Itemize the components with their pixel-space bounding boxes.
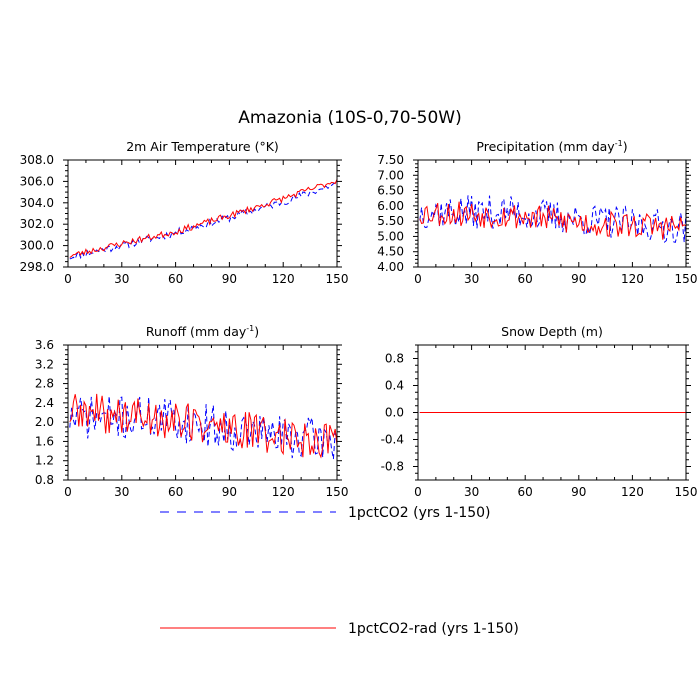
figure-title: Amazonia (10S-0,70-50W) [238, 108, 462, 128]
y-tick-label: 306.0 [20, 174, 54, 188]
x-tick-label: 0 [64, 272, 72, 286]
x-tick-label: 120 [621, 272, 644, 286]
panel-1: 0 30 60 90 120 150 298.0 300.0 302.0 304.0 306.0 30… [20, 139, 349, 286]
x-tick-label: 30 [464, 485, 479, 499]
y-tick-label: 3.2 [35, 357, 54, 371]
y-tick-label: 298.0 [20, 260, 54, 274]
y-tick-label: 1.6 [35, 434, 54, 448]
x-tick-label: 90 [571, 272, 586, 286]
y-tick-label: 2.4 [35, 396, 54, 410]
y-tick-label: 0.0 [385, 406, 404, 420]
y-tick-label: 6.00 [377, 199, 404, 213]
x-tick-label: 30 [114, 272, 129, 286]
y-tick-label: 300.0 [20, 239, 54, 253]
y-tick-label: 4.50 [377, 245, 404, 259]
panel-title-text: Runoff (mm day [146, 324, 247, 339]
panel-title: Runoff (mm day-1) [146, 324, 259, 339]
x-tick-label: 60 [518, 272, 533, 286]
y-tick-label: 7.00 [377, 168, 404, 182]
chart-panels: 0 30 60 90 120 150298.0300.0302.0304.0306.030… [20, 139, 698, 499]
y-tick-label: 0.8 [385, 352, 404, 366]
panel-title-end: ) [254, 324, 259, 339]
panel-title-text: Precipitation (mm day [476, 139, 615, 154]
x-tick-label: 60 [518, 485, 533, 499]
plot-frame [67, 159, 338, 268]
y-tick-label: 2.0 [35, 415, 54, 429]
y-tick-label: 1.2 [35, 454, 54, 468]
y-tick-label: 302.0 [20, 217, 54, 231]
y-tick-label: -0.4 [381, 433, 404, 447]
x-tick-label: 60 [168, 272, 183, 286]
x-tick-label: 90 [222, 485, 237, 499]
panel-title: 2m Air Temperature (°K) [126, 139, 279, 154]
panel-4: 0 30 60 90 120 150 -0.8 -0.4 0.0 0.4 0.8 Snow Depth… [381, 324, 698, 499]
y-tick-label: 4.00 [377, 260, 404, 274]
panel-title-superscript: -1 [246, 324, 254, 333]
x-tick-label: 0 [414, 272, 422, 286]
y-tick-label: 308.0 [20, 153, 54, 167]
series-line-1pctco2 [419, 195, 686, 243]
x-tick-label: 150 [675, 485, 698, 499]
series-line-1pctco2-rad [419, 201, 686, 240]
series-line-1pctco2 [69, 181, 337, 260]
x-tick-label: 120 [621, 485, 644, 499]
legend-label-1pctco2-rad: 1pctCO2-rad (yrs 1-150) [348, 621, 519, 637]
series-line-1pctco2-rad [69, 393, 337, 459]
y-tick-label: 2.8 [35, 377, 54, 391]
x-tick-label: 0 [414, 485, 422, 499]
panel-title-end: ) [623, 139, 628, 154]
x-tick-label: 30 [114, 485, 129, 499]
y-tick-label: 5.00 [377, 229, 404, 243]
panel-2: 0 30 60 90 120 150 4.004.50 5.005.506.006.50 7.0… [377, 139, 697, 286]
panel-title: Snow Depth (m) [501, 324, 603, 339]
x-tick-label: 30 [464, 272, 479, 286]
y-tick-label: 304.0 [20, 196, 54, 210]
x-tick-label: 90 [222, 272, 237, 286]
x-tick-label: 150 [326, 272, 349, 286]
y-tick-label: 5.50 [377, 214, 404, 228]
panel-3: 0 30 60 90 120 150 0.8 1.2 1.6 2.0 2.4 2.8 3.2 3.6 Run… [35, 324, 349, 499]
y-tick-label: 3.6 [35, 338, 54, 352]
panel-title: Precipitation (mm day-1) [476, 139, 627, 154]
panel-title-text: 2m Air Temperature (°K) [126, 139, 279, 154]
x-tick-label: 120 [272, 485, 295, 499]
y-tick-label: -0.8 [381, 460, 404, 474]
x-tick-label: 90 [571, 485, 586, 499]
panel-title-superscript: -1 [615, 139, 623, 148]
y-tick-label: 7.50 [377, 153, 404, 167]
x-tick-label: 60 [168, 485, 183, 499]
y-tick-label: 6.50 [377, 184, 404, 198]
x-tick-label: 0 [64, 485, 72, 499]
x-tick-label: 150 [326, 485, 349, 499]
legend-label-1pctco2: 1pctCO2 (yrs 1-150) [348, 505, 491, 521]
series-line-1pctco2-rad [69, 179, 337, 258]
x-tick-label: 120 [272, 272, 295, 286]
y-tick-label: 0.8 [35, 473, 54, 487]
y-tick-label: 0.4 [385, 379, 404, 393]
legend: 1pctCO2 (yrs 1-150) 1pctCO2-rad (yrs 1-1… [160, 505, 519, 637]
plot-frame [67, 344, 338, 481]
plot-frame [417, 159, 687, 268]
panel-title-text: Snow Depth (m) [501, 324, 603, 339]
x-tick-label: 150 [675, 272, 698, 286]
